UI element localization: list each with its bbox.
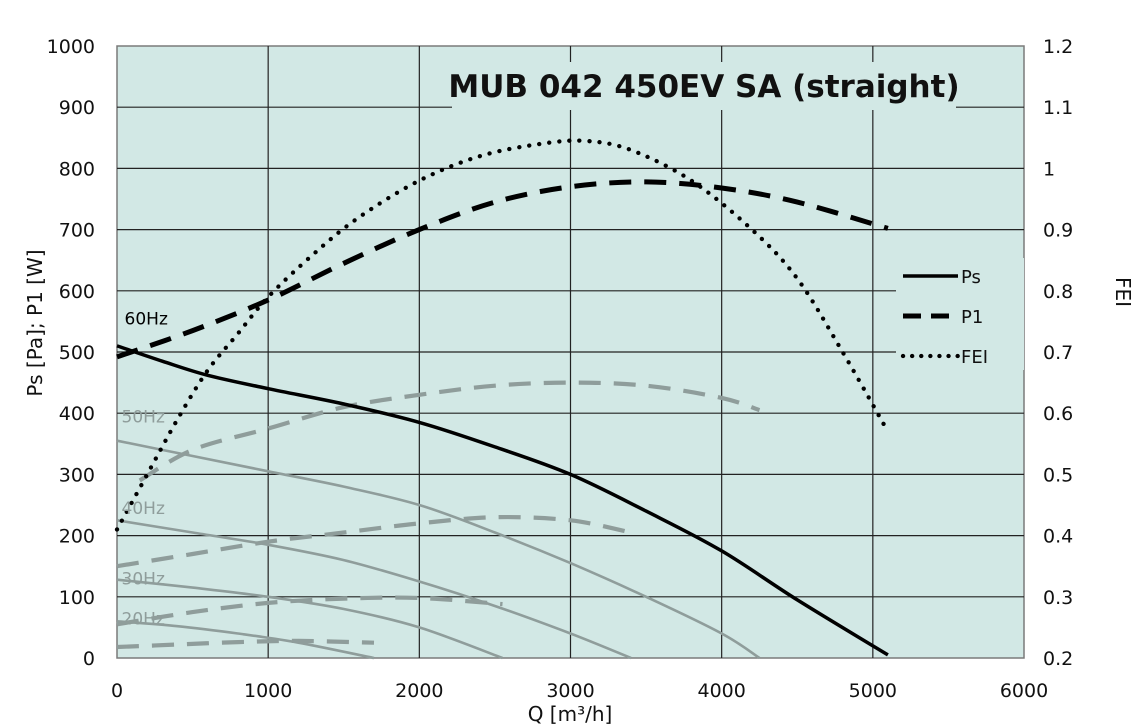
y-tick-label: 0 xyxy=(83,648,95,670)
x-tick-label: 3000 xyxy=(546,680,594,702)
x-tick-label: 1000 xyxy=(244,680,292,702)
x-tick-label: 2000 xyxy=(395,680,443,702)
series-line-p1-40hz xyxy=(116,514,632,569)
y2-tick-label: 1.2 xyxy=(1043,36,1073,58)
y-tick-label: 100 xyxy=(59,587,95,609)
x-tick-label: 6000 xyxy=(1000,680,1048,702)
series-line-p1-50hz xyxy=(138,380,761,483)
series-layer xyxy=(114,138,891,660)
y2-tick-label: 0.2 xyxy=(1043,648,1073,670)
frequency-labels: 60Hz 50Hz 40Hz 30Hz 20Hz xyxy=(122,309,168,629)
x-tick-label: 0 xyxy=(111,680,123,702)
series-line-fei xyxy=(114,138,891,532)
y2-tick-label: 0.9 xyxy=(1043,220,1073,242)
y-tick-label: 300 xyxy=(59,464,95,486)
title-box xyxy=(452,62,956,110)
y-tick-label: 500 xyxy=(59,342,95,364)
y-tick-label: 400 xyxy=(59,403,95,425)
legend-label: P1 xyxy=(961,307,983,328)
series-line-ps-50hz xyxy=(116,439,761,660)
y-tick-label: 800 xyxy=(59,158,95,180)
legend-label: FEI xyxy=(961,347,988,368)
y2-tick-label: 0.4 xyxy=(1043,526,1073,548)
grid-lines xyxy=(117,46,1024,658)
y-axis-title: Ps [Pa]; P1 [W] xyxy=(23,249,47,396)
series-line-ps-40hz xyxy=(116,519,632,660)
frequency-label: 50Hz xyxy=(122,407,165,427)
series-line-ps-30hz xyxy=(116,578,503,660)
y-tick-label: 600 xyxy=(59,281,95,303)
y2-tick-label: 0.8 xyxy=(1043,281,1073,303)
frequency-label: 60Hz xyxy=(125,309,168,329)
series-line-ps-20hz xyxy=(116,620,375,660)
x-axis-ticks: 0 1000 2000 3000 4000 5000 6000 xyxy=(111,680,1048,702)
x-tick-label: 5000 xyxy=(849,680,897,702)
series-line-p1-20hz xyxy=(116,638,375,650)
y2-axis-ticks: 0.2 0.3 0.4 0.5 0.6 0.7 0.8 0.9 1 1.1 1.2 xyxy=(1043,36,1073,670)
y2-tick-label: 0.5 xyxy=(1043,464,1073,486)
y-axis-ticks: 0 100 200 300 400 500 600 700 800 900 1000 xyxy=(47,36,95,670)
x-tick-label: 4000 xyxy=(697,680,745,702)
y2-tick-label: 0.7 xyxy=(1043,342,1073,364)
y2-axis-title: FEI xyxy=(1111,277,1135,307)
frequency-label: 30Hz xyxy=(122,570,165,590)
y-tick-label: 900 xyxy=(59,97,95,119)
legend: Ps P1 FEI xyxy=(896,258,1024,370)
y2-tick-label: 0.6 xyxy=(1043,403,1073,425)
y-tick-label: 1000 xyxy=(47,36,95,58)
x-axis-title: Q [m³/h] xyxy=(528,702,613,726)
series-line-p1-30hz xyxy=(116,595,503,627)
frequency-label: 20Hz xyxy=(122,609,165,629)
y-tick-label: 200 xyxy=(59,526,95,548)
legend-label: Ps xyxy=(961,267,981,288)
chart-title: MUB 042 450EV SA (straight) xyxy=(448,69,959,105)
frequency-label: 40Hz xyxy=(122,499,165,519)
y2-tick-label: 1.1 xyxy=(1043,97,1073,119)
y2-tick-label: 0.3 xyxy=(1043,587,1073,609)
y-tick-label: 700 xyxy=(59,220,95,242)
y2-tick-label: 1 xyxy=(1043,158,1055,180)
series-line-ps xyxy=(116,344,889,657)
